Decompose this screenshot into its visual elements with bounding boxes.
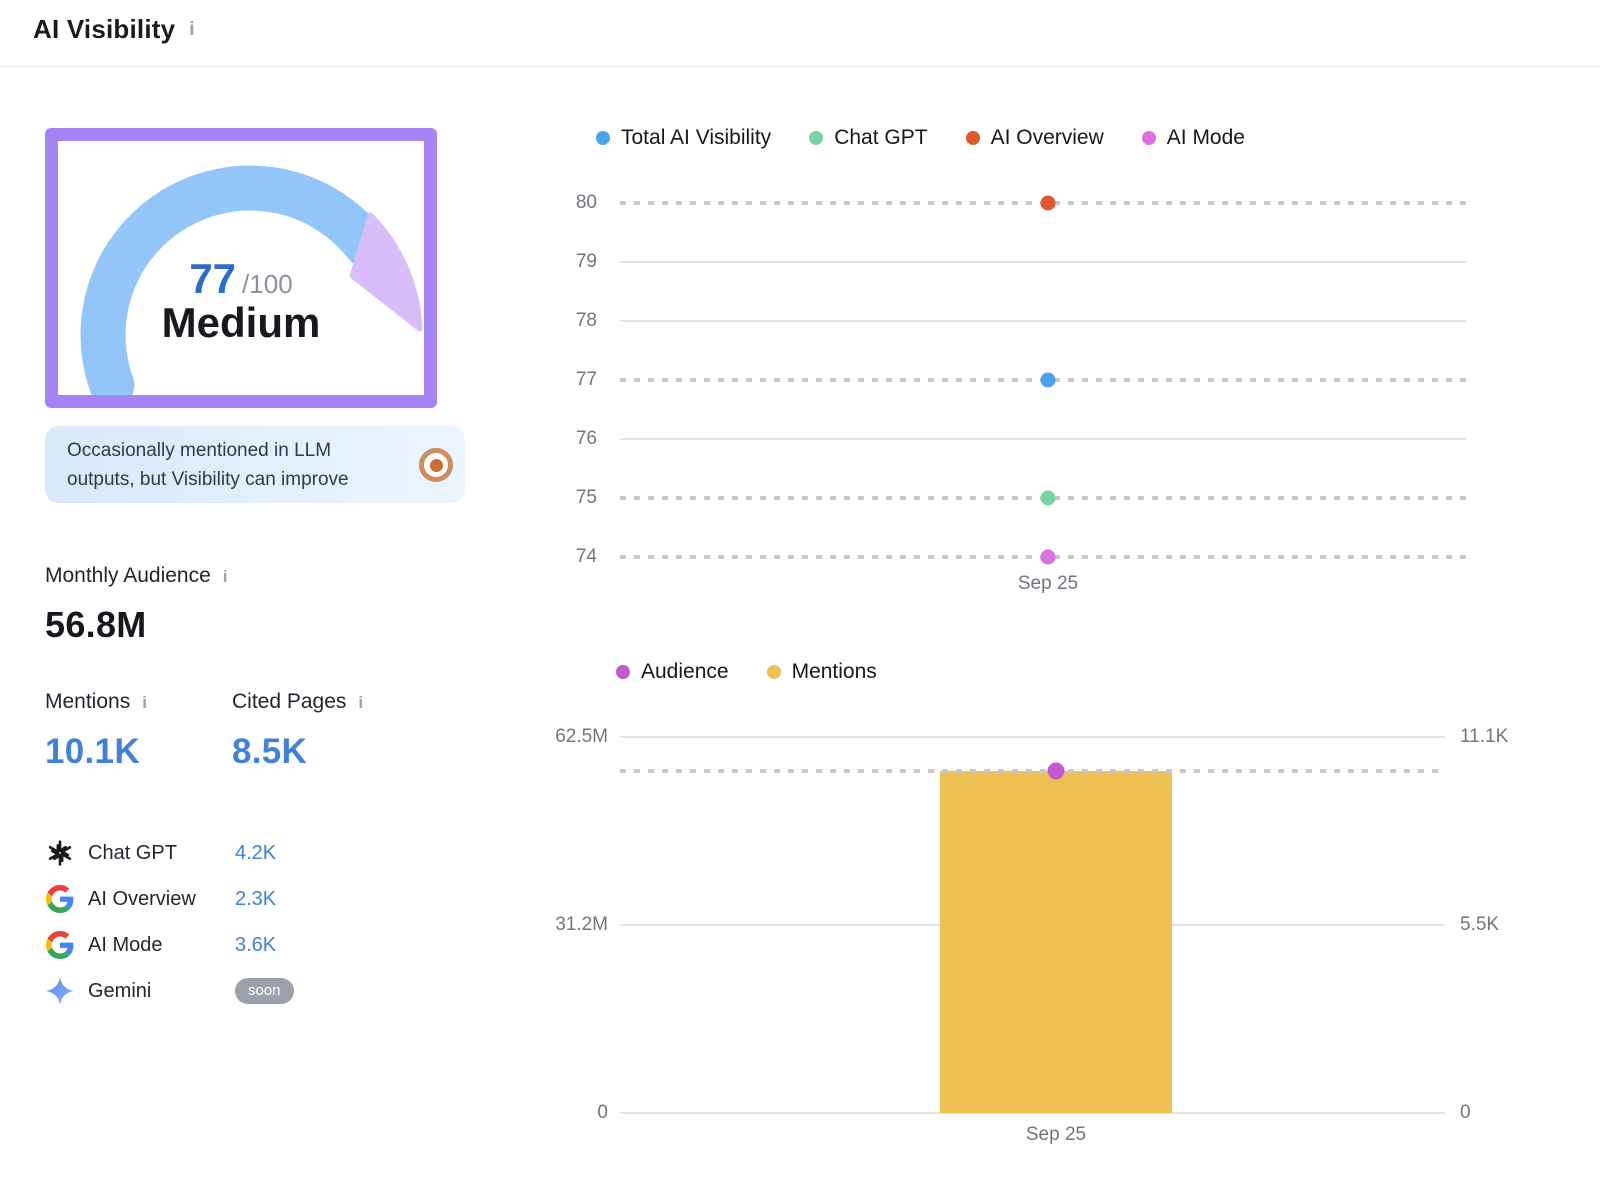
platform-row: Chat GPT 4.2K: [45, 830, 345, 876]
score-description-callout: Occasionally mentioned in LLM outputs, b…: [45, 426, 465, 503]
mentions-stat: Mentions i 10.1K: [45, 690, 147, 772]
gauge-arc-remaining: [349, 212, 423, 332]
soon-badge: soon: [235, 978, 294, 1004]
callout-text: Occasionally mentioned in LLM outputs, b…: [67, 439, 349, 490]
info-icon[interactable]: i: [142, 692, 147, 712]
legend-item[interactable]: AI Mode: [1141, 126, 1245, 150]
gemini-icon: [45, 976, 75, 1006]
gauge-score-max: /100: [242, 269, 293, 299]
legend-dot: [809, 131, 824, 145]
cited-pages-label: Cited Pages: [232, 690, 347, 713]
platform-name: Chat GPT: [88, 841, 177, 864]
legend-item[interactable]: Chat GPT: [809, 126, 928, 150]
y-axis-tick: 77: [575, 369, 597, 390]
visibility-scatter-chart: 80 79 78 77 76 75 74 Sep 25: [540, 190, 1540, 615]
cited-pages-stat: Cited Pages i 8.5K: [232, 690, 363, 772]
platform-name: Gemini: [88, 979, 152, 1002]
dashed-gridline: [620, 769, 1445, 774]
left-axis-tick: 31.2M: [555, 914, 608, 935]
info-icon[interactable]: i: [358, 692, 364, 712]
openai-icon: [45, 838, 75, 868]
legend-item[interactable]: Mentions: [766, 660, 877, 684]
y-axis-tick: 78: [575, 310, 597, 331]
data-point[interactable]: [1040, 490, 1056, 506]
y-axis-tick: 75: [575, 487, 597, 508]
legend-dot: [1141, 131, 1156, 145]
platform-value: 3.6K: [235, 933, 277, 956]
right-axis-tick: 0: [1460, 1102, 1471, 1123]
legend-label: Mentions: [791, 660, 877, 683]
page-title: AI Visibility: [33, 14, 176, 44]
left-axis-tick: 0: [597, 1102, 608, 1123]
platform-row: AI Overview 2.3K: [45, 876, 345, 922]
platform-name: AI Overview: [88, 887, 196, 910]
legend-item[interactable]: AI Overview: [965, 126, 1104, 150]
legend-label: AI Overview: [990, 126, 1104, 149]
legend-label: Chat GPT: [834, 126, 928, 149]
right-axis-tick: 5.5K: [1460, 914, 1500, 935]
platform-name: AI Mode: [88, 933, 163, 956]
gauge-arc-filled: [80, 165, 376, 393]
monthly-audience-stat: Monthly Audience i 56.8M: [45, 564, 228, 646]
google-icon: [45, 884, 75, 914]
divider: [0, 66, 1600, 67]
legend-label: Audience: [641, 660, 729, 683]
google-icon: [45, 930, 75, 960]
x-axis-label: Sep 25: [1017, 573, 1079, 594]
data-point[interactable]: [1040, 549, 1056, 565]
gridline: [620, 438, 1466, 440]
target-icon: [419, 448, 453, 482]
visibility-chart-legend: Total AI Visibility Chat GPT AI Overview AI…: [596, 126, 1245, 150]
data-point[interactable]: [1040, 195, 1056, 211]
gauge-score-value: 77: [189, 255, 237, 302]
audience-mentions-chart: 62.5M 11.1K 31.2M 5.5K 0 0 Sep 25: [540, 720, 1560, 1160]
visibility-gauge: 77/100 Medium: [45, 128, 437, 408]
gauge-rating-label: Medium: [161, 299, 321, 346]
mentions-label: Mentions: [45, 690, 131, 713]
right-axis-tick: 11.1K: [1460, 726, 1509, 747]
y-axis-tick: 80: [575, 192, 597, 213]
monthly-audience-value: 56.8M: [45, 604, 147, 645]
legend-dot: [766, 665, 781, 679]
cited-pages-value: 8.5K: [232, 732, 308, 771]
platform-list: Chat GPT 4.2K AI Overview 2.3K AI Mode 3.6K Ge…: [45, 830, 345, 1014]
platform-value: 4.2K: [235, 841, 277, 864]
audience-data-point[interactable]: [1047, 762, 1065, 780]
platform-row: Gemini soon: [45, 968, 345, 1014]
gauge-arc: [80, 165, 423, 395]
platform-row: AI Mode 3.6K: [45, 922, 345, 968]
x-axis-label: Sep 25: [1025, 1124, 1087, 1145]
gridline: [620, 736, 1445, 738]
platform-value: 2.3K: [235, 887, 277, 910]
legend-dot: [965, 131, 980, 145]
gauge-score: 77/100: [58, 255, 424, 303]
legend-item[interactable]: Total AI Visibility: [596, 126, 771, 150]
legend-item[interactable]: Audience: [616, 660, 729, 684]
gridline: [620, 261, 1466, 263]
info-icon[interactable]: i: [189, 19, 195, 40]
audience-chart-legend: Audience Mentions: [616, 660, 877, 684]
legend-label: Total AI Visibility: [621, 126, 772, 149]
gridline: [620, 320, 1466, 322]
data-point[interactable]: [1040, 372, 1056, 388]
y-axis-tick: 76: [575, 428, 597, 449]
info-icon[interactable]: i: [222, 566, 228, 586]
monthly-audience-label: Monthly Audience: [45, 564, 211, 587]
mentions-value: 10.1K: [45, 732, 140, 771]
y-axis-tick: 74: [575, 546, 597, 567]
mentions-bar[interactable]: [940, 770, 1172, 1113]
left-axis-tick: 62.5M: [555, 726, 608, 747]
legend-dot: [596, 131, 610, 145]
y-axis-tick: 79: [575, 251, 597, 272]
legend-label: AI Mode: [1166, 126, 1245, 149]
legend-dot: [616, 665, 630, 679]
